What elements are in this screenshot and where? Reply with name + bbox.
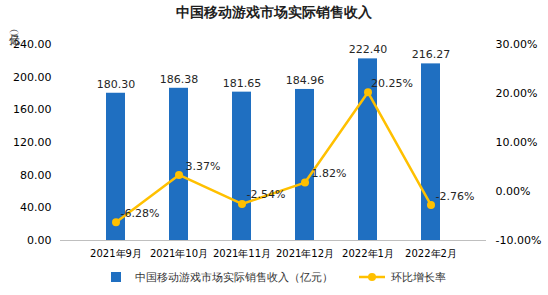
svg-text:40.00: 40.00: [20, 201, 52, 214]
svg-text:10.00%: 10.00%: [496, 136, 538, 149]
svg-text:2022年1月: 2022年1月: [342, 248, 394, 259]
svg-text:216.27: 216.27: [412, 48, 451, 61]
svg-text:120.00: 120.00: [13, 136, 52, 149]
svg-text:186.38: 186.38: [160, 73, 199, 86]
svg-text:200.00: 200.00: [13, 71, 52, 84]
svg-text:30.00%: 30.00%: [496, 38, 538, 51]
svg-text:20.25%: 20.25%: [371, 77, 413, 90]
html-text:中国移动游戏市场实际销售收入（亿元）: 中国移动游戏市场实际销售收入（亿元）: [134, 270, 333, 284]
svg-text:184.96: 184.96: [286, 74, 325, 87]
svg-text:222.40: 222.40: [349, 43, 388, 56]
svg-text:3.37%: 3.37%: [186, 160, 221, 173]
svg-text:0.00%: 0.00%: [496, 185, 531, 198]
svg-text:2021年11月: 2021年11月: [213, 248, 271, 259]
svg-text:1.82%: 1.82%: [312, 167, 347, 180]
svg-text:2021年12月: 2021年12月: [276, 248, 334, 259]
svg-text:-2.76%: -2.76%: [436, 190, 475, 203]
svg-text:240.00: 240.00: [13, 38, 52, 51]
html-text:环比增长率: 环比增长率: [390, 270, 446, 284]
html-text:中国移动游戏市场实际销售收入: 中国移动游戏市场实际销售收入: [176, 4, 372, 20]
svg-text:-6.28%: -6.28%: [121, 207, 160, 220]
svg-text:160.00: 160.00: [13, 103, 52, 116]
svg-text:180.30: 180.30: [97, 78, 136, 91]
svg-text:2021年10月: 2021年10月: [150, 248, 208, 259]
svg-text:-10.00%: -10.00%: [496, 234, 542, 247]
svg-text:80.00: 80.00: [20, 169, 52, 182]
svg-text:-2.54%: -2.54%: [247, 188, 286, 201]
svg-text:20.00%: 20.00%: [496, 87, 538, 100]
svg-text:2022年2月: 2022年2月: [405, 248, 457, 259]
svg-text:181.65: 181.65: [223, 77, 262, 90]
svg-text:0.00: 0.00: [27, 234, 52, 247]
svg-text:2021年9月: 2021年9月: [90, 248, 142, 259]
